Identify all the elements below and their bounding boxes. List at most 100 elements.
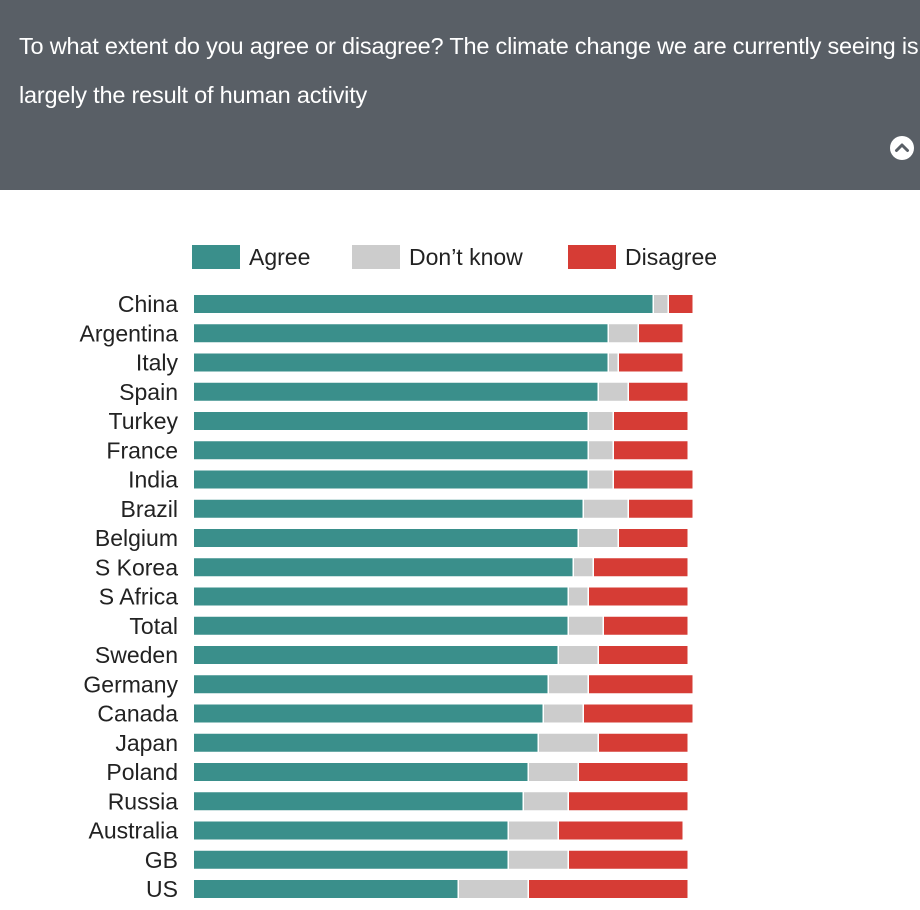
- bar-segment-don-t-know: [589, 470, 613, 489]
- bar-segment-disagree: [599, 733, 688, 752]
- category-label: Belgium: [95, 525, 178, 551]
- bar-segment-don-t-know: [609, 353, 618, 372]
- bar-segment-agree: [194, 704, 543, 723]
- bar-segment-disagree: [569, 850, 688, 869]
- bar-segment-agree: [194, 763, 528, 781]
- bar-segment-don-t-know: [599, 382, 628, 401]
- category-label: Total: [129, 613, 178, 639]
- bar-segment-agree: [194, 295, 653, 313]
- legend-label-dont-know: Don’t know: [409, 244, 523, 270]
- category-label: France: [106, 437, 178, 463]
- bar-segment-agree: [194, 382, 598, 401]
- bar-segment-agree: [194, 850, 508, 869]
- bar-row-russia: Russia: [108, 788, 688, 814]
- collapse-button[interactable]: [890, 136, 914, 160]
- bar-segment-disagree: [584, 704, 693, 723]
- bar-segment-disagree: [629, 382, 688, 401]
- bar-row-india: India: [128, 467, 693, 493]
- bar-segment-don-t-know: [539, 733, 598, 752]
- legend-label-disagree: Disagree: [625, 244, 718, 270]
- category-label: S Africa: [99, 584, 178, 610]
- bar-segment-disagree: [589, 587, 688, 606]
- bar-segment-agree: [194, 499, 583, 518]
- bar-segment-don-t-know: [569, 587, 588, 606]
- bar-segment-disagree: [619, 353, 683, 372]
- bar-segment-agree: [194, 675, 548, 694]
- bar-row-china: China: [118, 291, 693, 317]
- bar-row-s-africa: S Africa: [99, 584, 688, 610]
- bar-segment-disagree: [614, 441, 688, 460]
- category-label: Argentina: [80, 320, 179, 346]
- bar-row-sweden: Sweden: [95, 642, 688, 668]
- bar-segment-don-t-know: [609, 324, 638, 343]
- bar-segment-agree: [194, 616, 568, 635]
- bar-segment-agree: [194, 880, 458, 898]
- bar-row-spain: Spain: [119, 379, 688, 405]
- bar-row-total: Total: [129, 613, 688, 639]
- bar-segment-disagree: [599, 646, 688, 664]
- bar-segment-don-t-know: [569, 616, 603, 635]
- category-label: Spain: [119, 379, 178, 405]
- category-label: China: [118, 291, 178, 317]
- bar-segment-don-t-know: [579, 529, 618, 547]
- bar-segment-disagree: [614, 412, 688, 430]
- bar-segment-don-t-know: [459, 880, 528, 898]
- bar-segment-don-t-know: [584, 499, 628, 518]
- category-label: Italy: [136, 350, 179, 376]
- bar-segment-agree: [194, 353, 608, 372]
- bar-segment-don-t-know: [589, 412, 613, 430]
- bar-segment-disagree: [614, 470, 693, 489]
- legend-swatch-disagree: [568, 245, 616, 269]
- bar-segment-agree: [194, 646, 558, 664]
- bar-row-france: France: [106, 437, 688, 463]
- bar-row-australia: Australia: [89, 818, 683, 844]
- bar-segment-don-t-know: [549, 675, 588, 694]
- bar-segment-agree: [194, 792, 523, 811]
- bar-row-us: US: [146, 876, 688, 902]
- bar-segment-agree: [194, 733, 538, 752]
- category-label: India: [128, 467, 178, 493]
- category-label: Sweden: [95, 642, 178, 668]
- bar-segment-don-t-know: [589, 441, 613, 460]
- category-label: Poland: [106, 759, 178, 785]
- legend-swatch-agree: [192, 245, 240, 269]
- category-label: Germany: [83, 671, 178, 697]
- bar-segment-disagree: [589, 675, 693, 694]
- bar-segment-don-t-know: [509, 821, 558, 840]
- bar-row-argentina: Argentina: [80, 320, 683, 346]
- bar-segment-disagree: [559, 821, 683, 840]
- bar-segment-disagree: [604, 616, 688, 635]
- category-label: Russia: [108, 788, 179, 814]
- bar-segment-disagree: [639, 324, 683, 343]
- bar-segment-agree: [194, 470, 588, 489]
- bar-row-japan: Japan: [115, 730, 688, 756]
- bar-row-canada: Canada: [97, 701, 693, 727]
- category-label: Turkey: [109, 408, 179, 434]
- bar-segment-disagree: [529, 880, 688, 898]
- category-label: Australia: [89, 818, 179, 844]
- category-label: Brazil: [120, 496, 178, 522]
- bar-row-poland: Poland: [106, 759, 688, 785]
- question-title: To what extent do you agree or disagree?…: [19, 33, 919, 108]
- category-label: US: [146, 876, 178, 902]
- bar-segment-disagree: [594, 558, 688, 577]
- category-label: Canada: [97, 701, 178, 727]
- bar-row-turkey: Turkey: [109, 408, 688, 434]
- bar-segment-don-t-know: [654, 295, 668, 313]
- bar-segment-don-t-know: [509, 850, 568, 869]
- bar-row-gb: GB: [145, 847, 688, 873]
- bar-segment-agree: [194, 324, 608, 343]
- bar-row-s-korea: S Korea: [95, 554, 688, 580]
- bar-row-italy: Italy: [136, 350, 683, 376]
- legend-label-agree: Agree: [249, 244, 311, 270]
- bar-row-germany: Germany: [83, 671, 693, 697]
- bar-segment-don-t-know: [524, 792, 568, 811]
- legend-swatch-dont-know: [352, 245, 400, 269]
- category-label: GB: [145, 847, 178, 873]
- chevron-up-icon: [895, 143, 909, 152]
- bar-segment-agree: [194, 529, 578, 547]
- bar-row-brazil: Brazil: [120, 496, 693, 522]
- bar-segment-agree: [194, 558, 573, 577]
- bar-segment-agree: [194, 821, 508, 840]
